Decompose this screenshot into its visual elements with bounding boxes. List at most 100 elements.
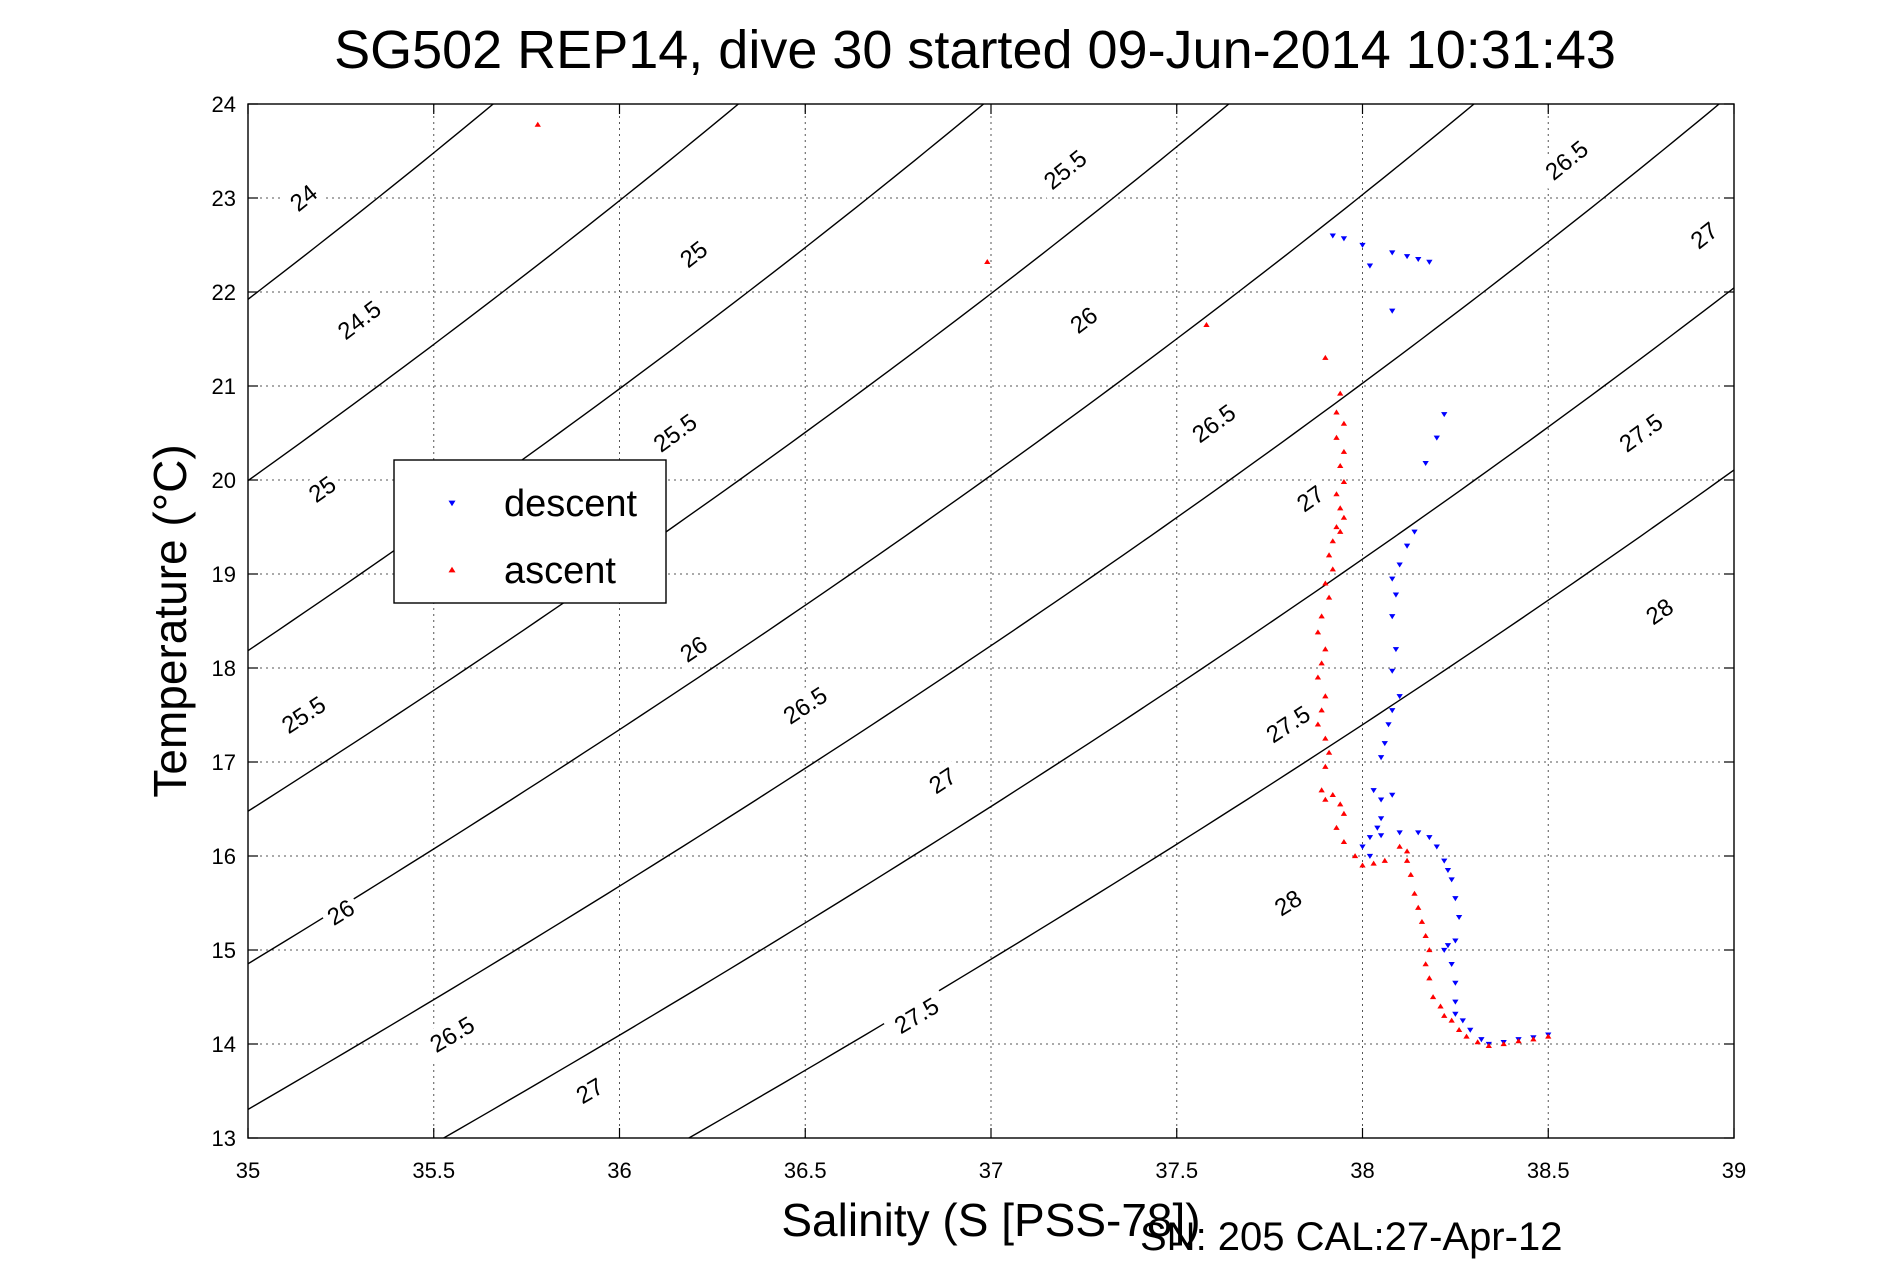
ascent-point	[1418, 918, 1426, 924]
ascent-point	[984, 259, 991, 265]
ascent-point	[1325, 749, 1333, 755]
isopycnal-label: 27	[566, 1068, 612, 1112]
descent-point	[1366, 835, 1374, 841]
isopycnal-label: 27.5	[881, 986, 951, 1044]
ascent-point	[1333, 409, 1340, 415]
legend-label-descent: descent	[504, 483, 638, 525]
descent-point	[1452, 980, 1459, 986]
descent-point	[1441, 858, 1448, 864]
legend-box	[393, 459, 667, 604]
isopycnal-label: 27.5	[1253, 694, 1323, 753]
ascent-point	[1333, 524, 1340, 530]
ascent-point	[1325, 552, 1333, 558]
ascent-point	[534, 121, 541, 127]
descent-point	[1366, 853, 1374, 859]
ascent-point	[1515, 1038, 1522, 1044]
x-tick-label: 39	[1722, 1158, 1746, 1183]
ascent-point	[1407, 871, 1414, 877]
y-tick-label: 13	[212, 1126, 236, 1151]
descent-point	[1426, 259, 1433, 265]
x-tick-label: 36.5	[784, 1158, 827, 1183]
isopycnal-label-bg	[1264, 880, 1311, 924]
isopycnal-24.5	[248, 104, 495, 301]
isopycnal-label: 25.5	[268, 684, 338, 744]
y-tick-label: 18	[212, 656, 236, 681]
descent-point	[1441, 947, 1448, 953]
isopycnal-label: 26	[670, 626, 716, 671]
descent-point	[1377, 816, 1385, 822]
descent-point	[1389, 576, 1396, 582]
chart-title: SG502 REP14, dive 30 started 09-Jun-2014…	[334, 20, 1616, 80]
ascent-point	[1415, 904, 1422, 910]
descent-point	[1448, 961, 1455, 968]
descent-point	[1389, 308, 1396, 314]
ascent-point	[1351, 853, 1359, 859]
ascent-point	[1329, 538, 1336, 544]
ascent-point	[1500, 1041, 1507, 1047]
y-axis-label: Temperature (°C)	[144, 444, 196, 797]
x-tick-label: 37	[979, 1158, 1003, 1183]
ascent-point	[1337, 801, 1344, 807]
ascent-point	[1314, 721, 1322, 727]
ascent-point	[1314, 629, 1322, 635]
y-tick-label: 20	[212, 468, 236, 493]
x-tick-label: 38.5	[1527, 1158, 1570, 1183]
ascent-point	[1322, 735, 1329, 741]
ascent-point	[1370, 860, 1377, 866]
descent-point	[1444, 943, 1452, 949]
y-tick-label: 23	[212, 186, 236, 211]
isopycnal-label-bg	[280, 175, 326, 220]
descent-point	[1359, 844, 1366, 850]
isopycnal-label-bg	[881, 986, 951, 1044]
ascent-point	[1429, 994, 1437, 1000]
y-tick-label: 21	[212, 374, 236, 399]
isopycnal-label-bg	[417, 1005, 487, 1063]
descent-point	[1411, 529, 1418, 535]
ascent-point	[1340, 478, 1348, 484]
ascent-point	[1318, 707, 1325, 713]
isopycnal-25	[248, 104, 740, 482]
ascent-point	[1337, 505, 1344, 511]
x-tick-label: 37.5	[1155, 1158, 1198, 1183]
ascent-point	[1422, 961, 1429, 967]
ascent-point	[1485, 1042, 1492, 1048]
descent-point	[1396, 562, 1403, 568]
descent-point	[1422, 460, 1429, 466]
descent-point	[1392, 592, 1400, 598]
isopycnal-label: 26.5	[417, 1005, 487, 1063]
ascent-point	[1322, 354, 1329, 360]
ascent-point	[1422, 932, 1429, 939]
isopycnal-label: 26.5	[770, 675, 840, 735]
descent-point	[1359, 242, 1366, 248]
descent-point	[1467, 1027, 1474, 1033]
ascent-point	[1333, 824, 1340, 830]
descent-point	[1385, 722, 1392, 728]
isopycnal-label: 27	[919, 758, 965, 802]
descent-point	[1433, 844, 1440, 850]
y-tick-label: 19	[212, 562, 236, 587]
ascent-point	[1203, 321, 1210, 328]
isopycnal-label-bg	[1532, 128, 1600, 191]
descent-point	[1452, 896, 1459, 902]
isopycnal-label: 26.5	[1532, 128, 1600, 191]
ascent-point	[1333, 434, 1340, 440]
isopycnal-label: 25	[298, 466, 345, 511]
serial-calibration-text: SN: 205 CAL:27-Apr-12	[1140, 1215, 1562, 1259]
descent-point	[1381, 741, 1388, 747]
ascent-point	[1340, 810, 1348, 816]
descent-point	[1377, 755, 1385, 761]
isopycnal-label-bg	[566, 1068, 612, 1112]
isopycnal-label-text: 25	[675, 236, 713, 274]
descent-point	[1448, 877, 1455, 883]
isopycnal-label: 25.5	[1030, 138, 1099, 201]
ascent-point	[1396, 843, 1403, 849]
isopycnal-label-bg	[1253, 694, 1323, 753]
descent-point	[1452, 938, 1459, 944]
x-tick-label: 38	[1350, 1158, 1374, 1183]
x-tick-label: 36	[607, 1158, 631, 1183]
descent-point	[1389, 708, 1396, 714]
ascent-point	[1318, 660, 1325, 666]
descent-point	[1415, 256, 1422, 263]
x-axis-ticks: 35 35.5 36 36.5 37 37.5 38 38.5 39	[236, 104, 1746, 1183]
